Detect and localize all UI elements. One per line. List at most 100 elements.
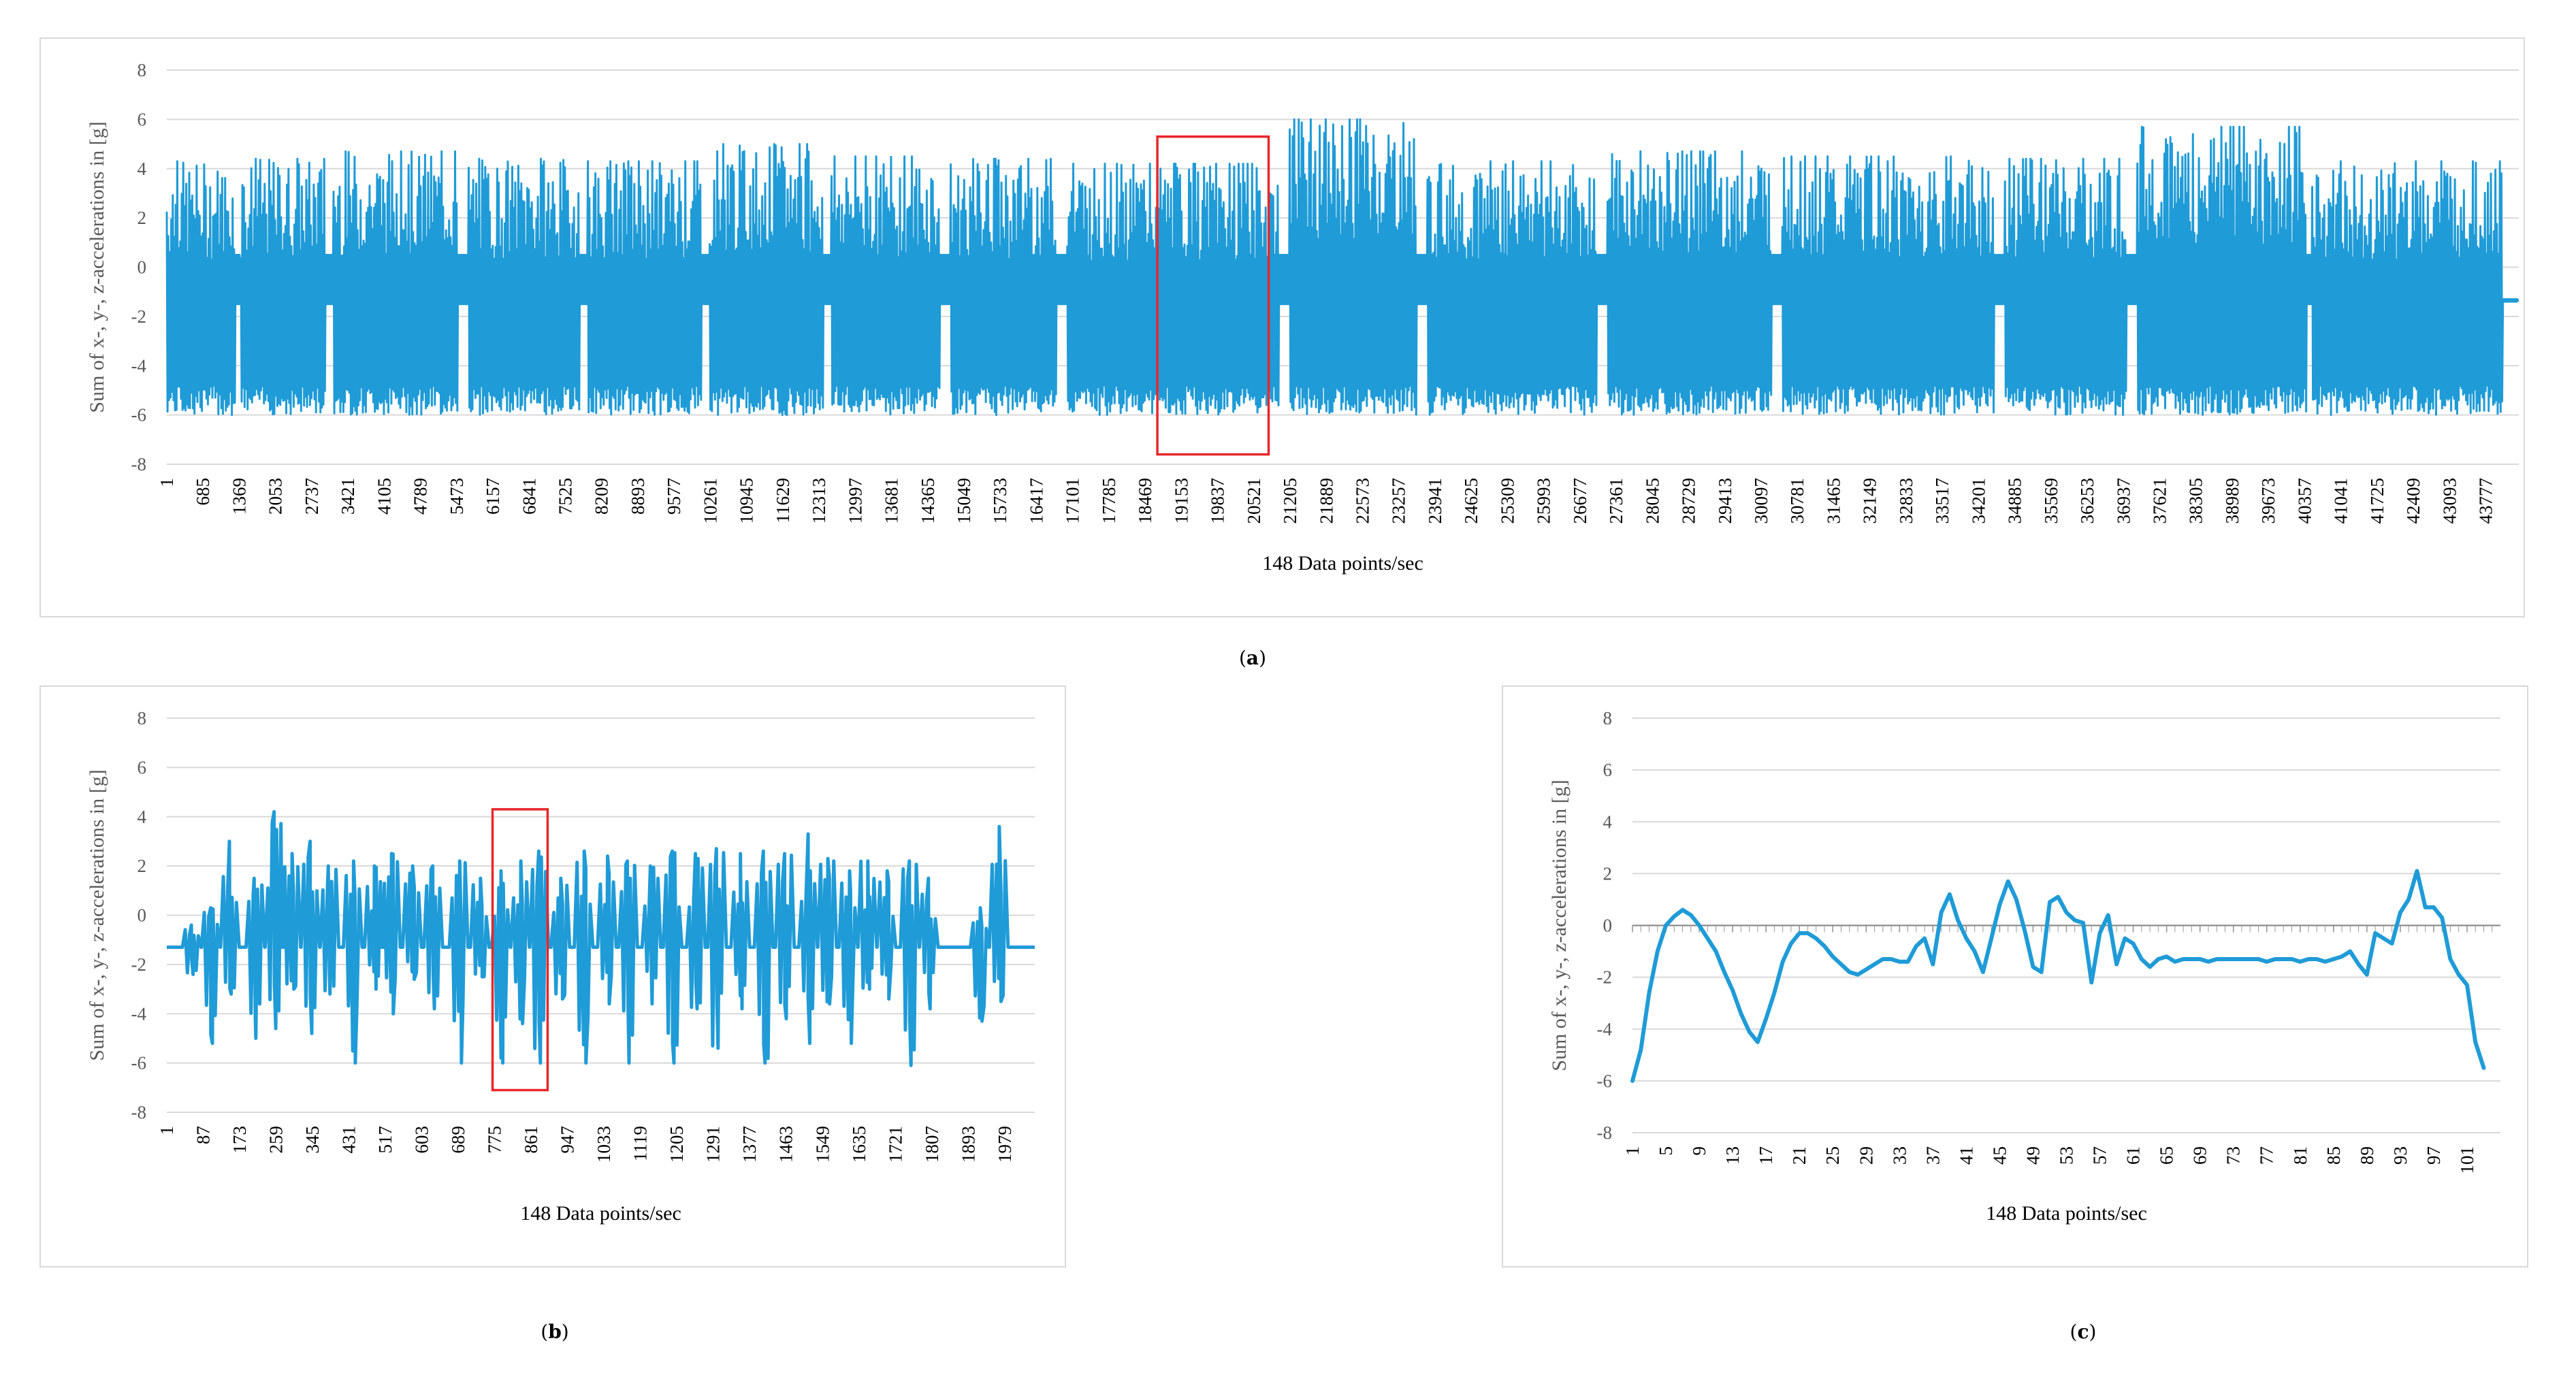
y-tick-label: 2 [138, 856, 147, 876]
y-tick-label: -2 [131, 954, 147, 975]
x-tick-label: 9577 [664, 478, 684, 515]
x-tick-label: 173 [229, 1126, 250, 1154]
highlight-box [1156, 135, 1270, 456]
x-tick-label: 1635 [849, 1126, 869, 1163]
y-tick-label: -6 [131, 405, 147, 425]
x-tick-label: 28729 [1679, 478, 1699, 524]
x-tick-label: 1119 [630, 1126, 651, 1161]
x-tick-label: 25 [1822, 1146, 1843, 1165]
x-tick-label: 10945 [737, 478, 757, 524]
caption-a-letter: a [1246, 647, 1259, 669]
series-line-acceleration [165, 118, 2519, 417]
x-tick-label: 15049 [954, 478, 974, 524]
x-tick-label: 38989 [2222, 478, 2242, 524]
x-tick-label: 49 [2023, 1146, 2043, 1165]
x-tick-label: 12997 [845, 478, 865, 524]
x-tick-label: 17101 [1063, 478, 1083, 524]
y-tick-label: -4 [131, 355, 147, 376]
x-tick-label: 3421 [338, 478, 358, 515]
x-tick-label: 85 [2323, 1146, 2344, 1165]
x-tick-label: 38305 [2186, 478, 2206, 524]
y-tick-label: 8 [1603, 708, 1613, 728]
x-tick-label: 517 [375, 1126, 396, 1154]
y-tick-label: -4 [1597, 1019, 1613, 1039]
x-tick-label: 5473 [447, 478, 467, 515]
y-tick-label: 6 [1603, 760, 1613, 780]
x-tick-label: 19153 [1171, 478, 1191, 524]
y-tick-label: 2 [1603, 863, 1613, 884]
x-tick-label: 2737 [302, 478, 322, 515]
caption-b-letter: b [548, 1321, 562, 1343]
y-tick-label: -8 [131, 454, 147, 474]
x-tick-label: 6157 [483, 478, 503, 515]
x-tick-label: 689 [448, 1126, 468, 1154]
x-tick-label: 57 [2090, 1146, 2110, 1165]
caption-c-letter: c [2077, 1321, 2089, 1343]
chart-a-svg: -8 -6 -4 -2 0 2 4 6 8 1 685 1369 2053 2737 3421 4105 478… [86, 60, 2519, 575]
x-axis-title: 148 Data points/sec [1986, 1202, 2147, 1225]
x-tick-label: 16417 [1026, 478, 1046, 524]
x-tick-label: 53 [2057, 1146, 2077, 1165]
x-tick-label: 775 [485, 1126, 505, 1154]
x-tick-label: 35569 [2041, 478, 2061, 524]
x-tick-label: 1549 [812, 1126, 833, 1163]
x-tick-label: 37 [1922, 1146, 1943, 1165]
x-tick-label: 8209 [592, 478, 612, 515]
chart-b-svg: -8 -6 -4 -2 0 2 4 6 8 1 87 173 259 345 431 517 603 689 775… [86, 708, 1035, 1225]
x-tick-label: 10261 [700, 478, 720, 524]
x-axis-title: 148 Data points/sec [520, 1202, 681, 1225]
x-tick-label: 61 [2123, 1146, 2144, 1165]
x-tick-label: 81 [2290, 1146, 2311, 1165]
y-axis-title: Sum of x-, y-, z-accelerations in [g] [86, 769, 108, 1061]
chart-panel-b: -8 -6 -4 -2 0 2 4 6 8 1 87 173 259 345 431 517 603 689 775… [39, 685, 1066, 1267]
x-tick-label: 101 [2457, 1146, 2477, 1174]
chart-panel-c: -8 -6 -4 -2 0 2 4 6 8 1 5 9 13 17 21 25 29 33 37 41 45 49 53 57… [1502, 685, 2528, 1267]
x-tick-label: 73 [2223, 1146, 2244, 1165]
y-tick-label: 4 [138, 807, 147, 827]
x-tick-label: 6841 [519, 478, 539, 515]
x-tick-label: 1291 [703, 1126, 724, 1163]
x-tick-label: 36253 [2077, 478, 2097, 524]
x-tick-label: 1205 [666, 1126, 687, 1163]
x-tick-label: 33517 [1932, 478, 1952, 524]
x-tick-label: 1369 [229, 478, 249, 515]
x-tick-label: 1377 [739, 1126, 760, 1163]
x-tick-label: 4105 [374, 478, 394, 515]
x-tick-label: 23257 [1389, 478, 1409, 524]
y-axis-title: Sum of x-, y-, z-accelerations in [g] [1548, 779, 1571, 1071]
x-tick-label: 77 [2257, 1146, 2277, 1165]
series-line-acceleration [1630, 869, 2486, 1083]
x-tick-label: 13681 [882, 478, 902, 524]
x-tick-label: 30781 [1787, 478, 1807, 524]
y-tick-label: 0 [138, 905, 147, 926]
y-tick-label: 6 [138, 109, 147, 129]
x-tick-label: 32833 [1896, 478, 1916, 524]
x-tick-label: 31465 [1823, 478, 1844, 524]
x-tick-label: 89 [2357, 1146, 2377, 1165]
x-tick-label: 8893 [628, 478, 648, 515]
x-tick-label: 14365 [918, 478, 938, 524]
x-tick-label: 1807 [922, 1126, 942, 1163]
x-tick-label: 259 [266, 1126, 287, 1154]
x-tick-label: 24625 [1461, 478, 1481, 524]
y-tick-label: 4 [138, 159, 147, 179]
x-tick-label: 9 [1689, 1146, 1709, 1156]
x-tick-label: 4789 [410, 478, 431, 515]
x-tick-label: 431 [339, 1126, 359, 1154]
x-tick-label: 1721 [885, 1126, 905, 1163]
x-tick-label: 1979 [995, 1126, 1015, 1163]
x-tick-label: 20521 [1244, 478, 1264, 524]
highlight-box [491, 808, 549, 1092]
x-tick-label: 13 [1722, 1146, 1743, 1165]
x-tick-label: 1 [157, 478, 177, 487]
x-tick-label: 11629 [773, 478, 793, 523]
x-tick-label: 36937 [2113, 478, 2134, 524]
caption-a: (a) [1238, 647, 1267, 669]
x-tick-label: 22573 [1352, 478, 1372, 524]
x-tick-label: 21889 [1316, 478, 1336, 524]
x-tick-label: 69 [2190, 1146, 2210, 1165]
y-tick-label: 8 [138, 708, 147, 728]
x-tick-label: 18469 [1135, 478, 1155, 524]
x-tick-label: 33 [1889, 1146, 1910, 1165]
x-tick-label: 12313 [809, 478, 829, 524]
